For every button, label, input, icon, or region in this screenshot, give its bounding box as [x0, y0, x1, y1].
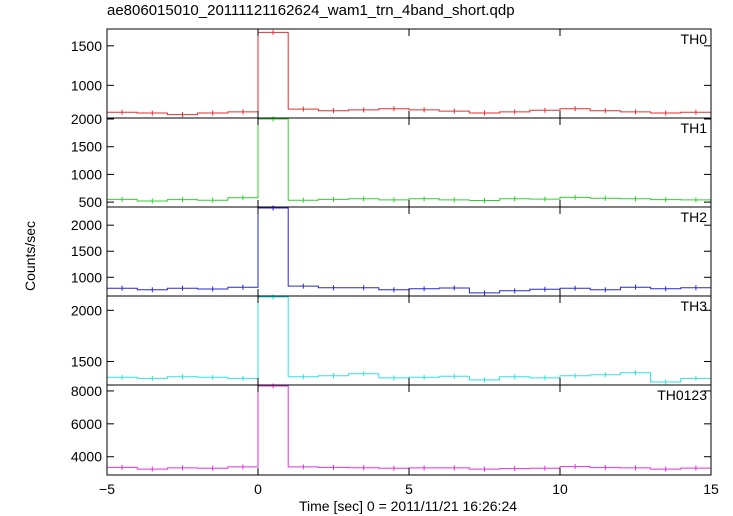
series-line-th1	[107, 118, 711, 202]
series-line-th2	[107, 207, 711, 294]
panel-label: TH3	[681, 298, 708, 314]
panel-frame	[106, 117, 712, 208]
y-tick-label: 1500	[71, 353, 102, 369]
panel-label: TH0	[681, 31, 708, 47]
page-title: ae806015010_20111121162624_wam1_trn_4ban…	[107, 2, 515, 19]
y-tick-label: 2000	[71, 217, 102, 233]
y-tick-label: 1500	[71, 139, 102, 155]
x-tick-label: 5	[405, 481, 413, 497]
x-tick-label: 10	[552, 481, 568, 497]
panel-frame	[106, 295, 712, 386]
x-tick-label: 0	[254, 481, 262, 497]
y-tick-label: 1500	[71, 243, 102, 259]
y-tick-label: 4000	[71, 449, 102, 465]
panel-label: TH0123	[657, 387, 707, 403]
y-tick-label: 1000	[71, 166, 102, 182]
panel-label: TH2	[681, 209, 708, 225]
panel-label: TH1	[681, 120, 708, 136]
x-tick-label: 15	[703, 481, 719, 497]
x-axis-label: Time [sec] 0 = 2011/11/21 16:26:24	[298, 498, 518, 514]
panel-frame	[106, 28, 712, 119]
series-line-th0	[107, 31, 711, 116]
y-tick-label: 1000	[71, 77, 102, 93]
y-tick-label: 1000	[71, 269, 102, 285]
y-tick-label: 8000	[71, 383, 102, 399]
y-tick-label: 500	[79, 194, 103, 210]
y-tick-label: 1500	[71, 38, 102, 54]
y-tick-label: 2000	[71, 111, 102, 127]
panel-frame	[106, 384, 712, 476]
x-tick-label: −5	[99, 481, 115, 497]
series-line-th3	[107, 296, 711, 383]
panel-frame	[106, 206, 712, 297]
y-tick-label: 2000	[71, 302, 102, 318]
series-line-th0123	[107, 385, 711, 470]
y-tick-label: 6000	[71, 416, 102, 432]
